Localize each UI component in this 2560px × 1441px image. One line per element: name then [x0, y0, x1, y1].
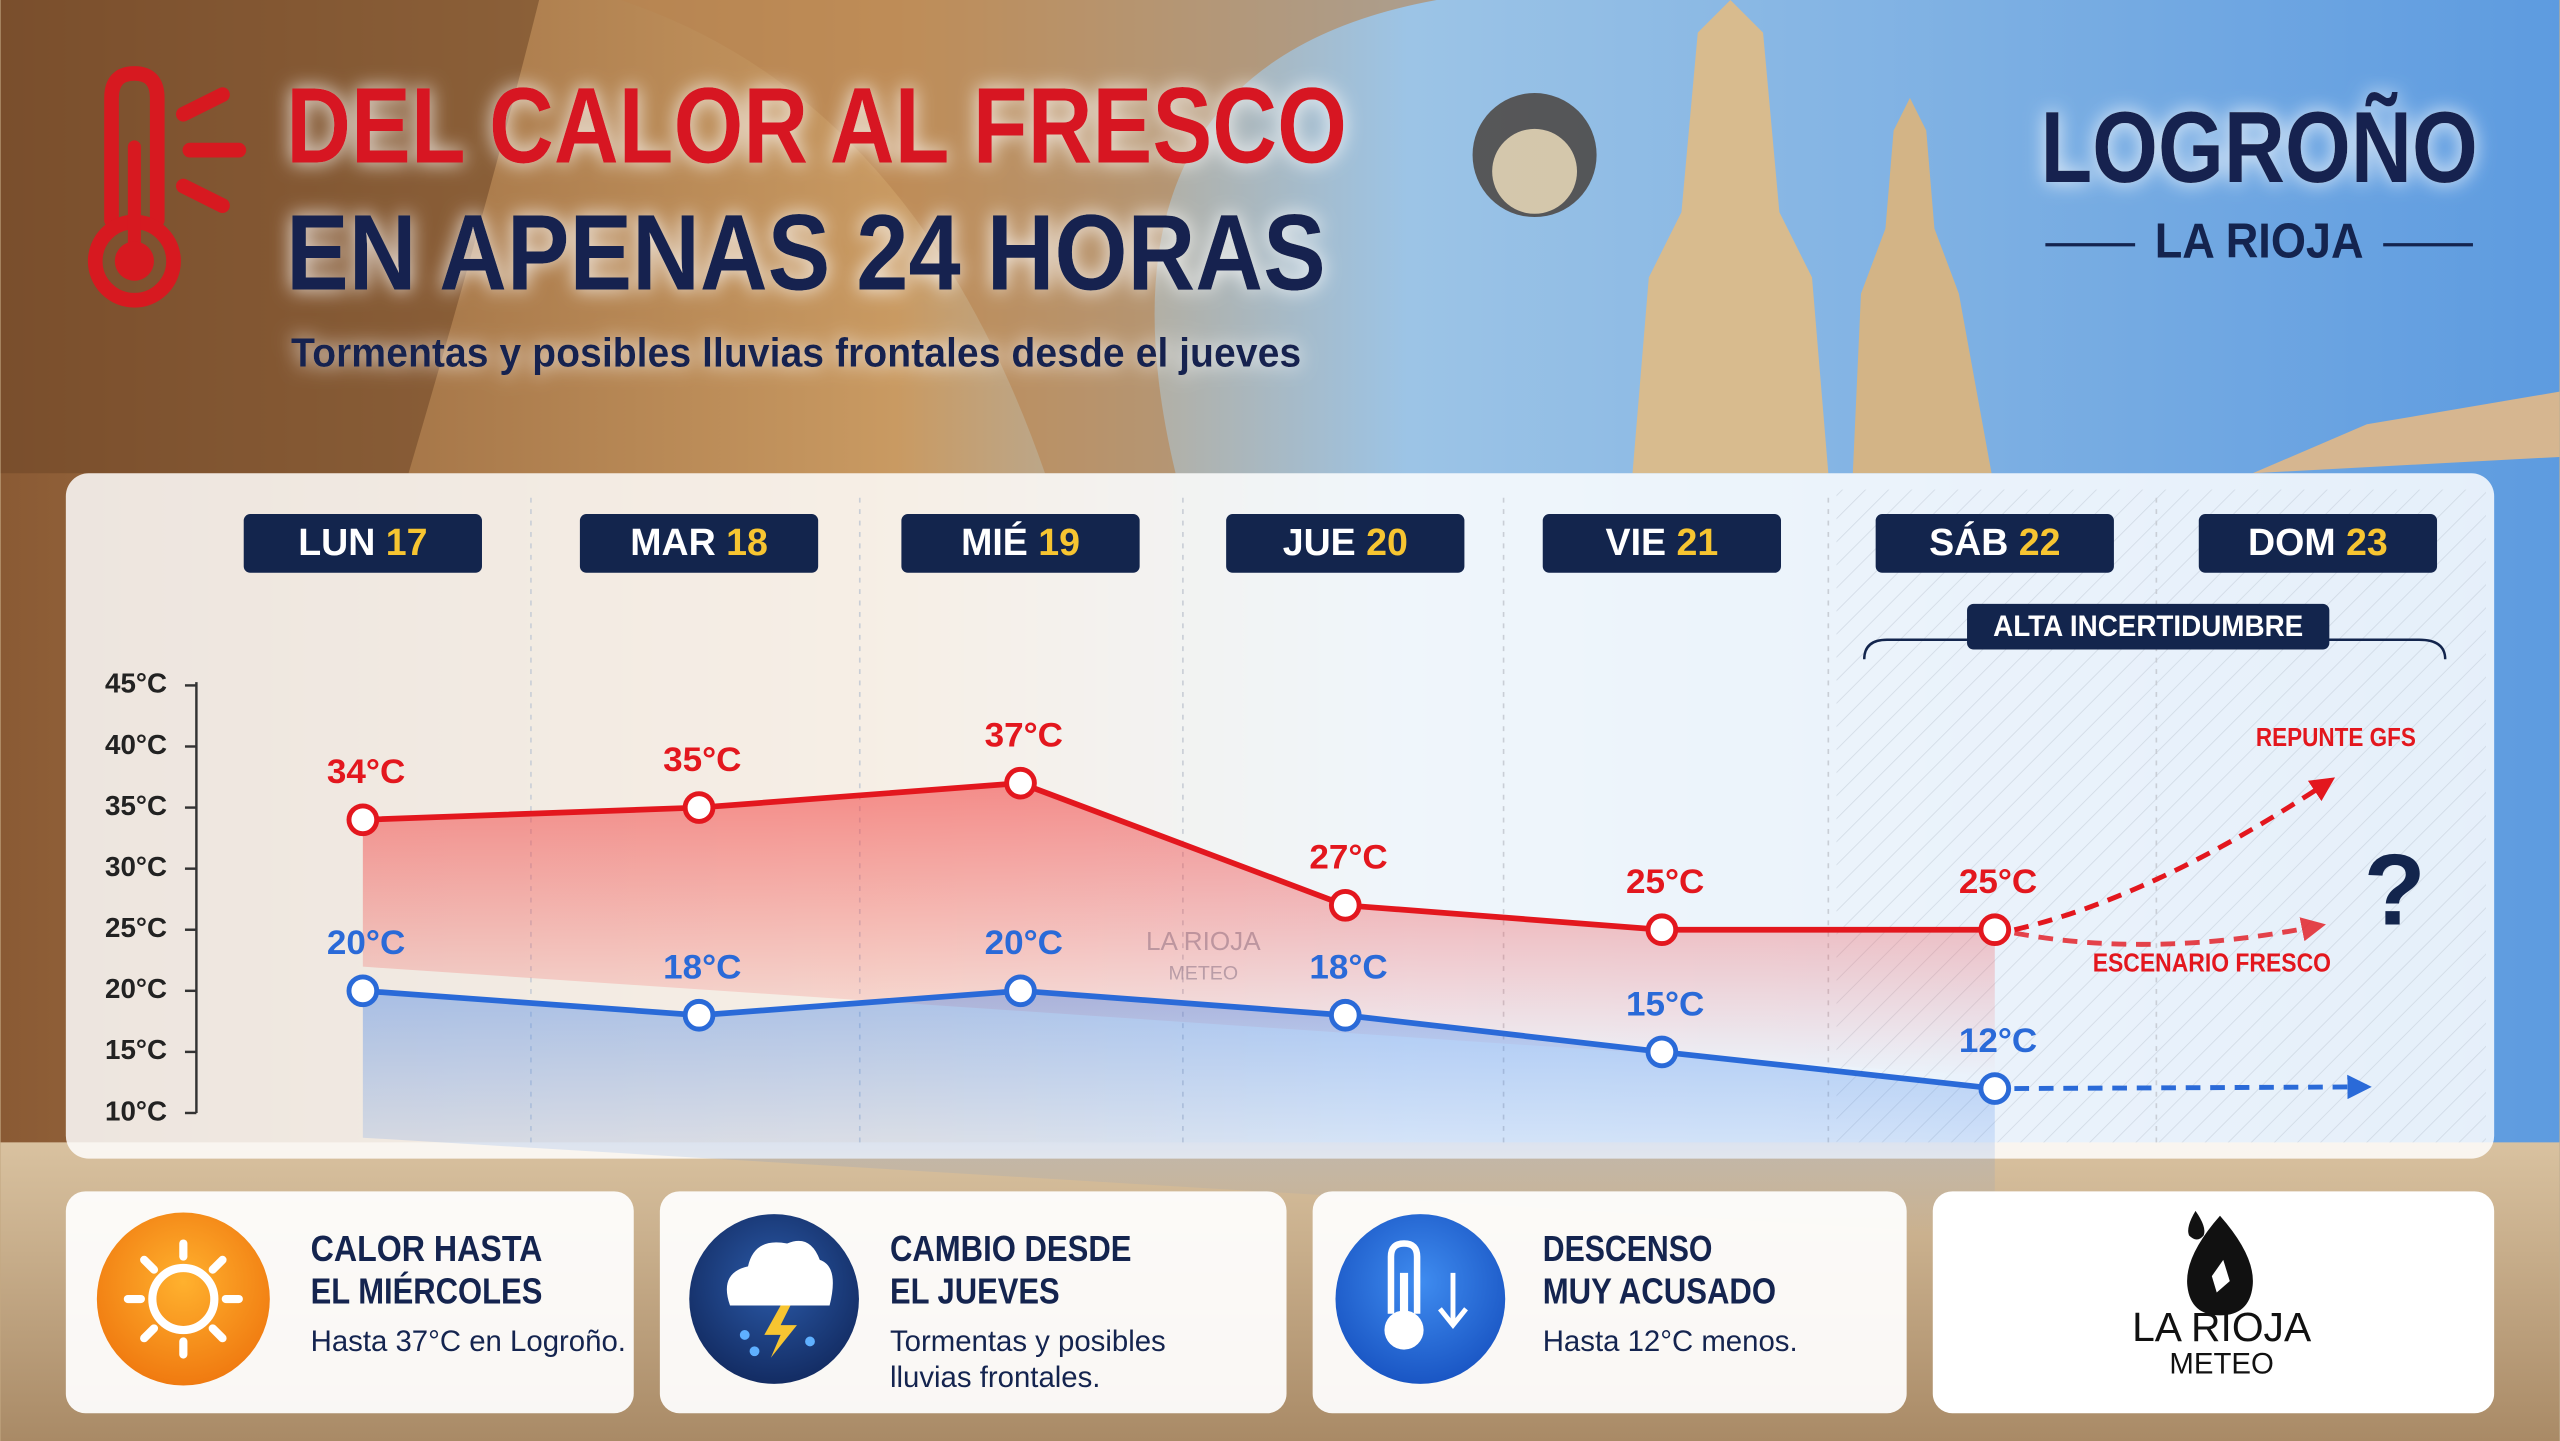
data-label: 18°C — [1309, 949, 1387, 987]
region: LA RIOJA — [2155, 215, 2364, 269]
logo-name: LA RIOJA — [2132, 1304, 2312, 1350]
data-point — [1004, 974, 1037, 1008]
data-point — [346, 803, 380, 837]
day-badge — [243, 514, 482, 573]
plot: 10°C 15°C 20°C 25°C 30°C 35°C 40°C 45°C LUN 17 MA… — [105, 497, 2447, 1236]
data-point — [1004, 766, 1037, 800]
sun-icon — [96, 1212, 270, 1386]
data-label: 18°C — [663, 949, 741, 987]
day-badge — [1226, 514, 1465, 573]
data-point — [346, 974, 380, 1008]
data-label: 34°C — [327, 753, 405, 791]
data-label: 35°C — [663, 741, 741, 779]
thermometer-icon — [87, 66, 247, 308]
data-point — [1645, 1035, 1679, 1069]
card-title: EL JUEVES — [890, 1272, 1060, 1312]
y-tick-label: 30°C — [105, 851, 167, 882]
day-badge — [901, 514, 1140, 573]
projection-down — [2013, 917, 2326, 947]
day-badge — [2198, 514, 2438, 573]
card-title: DESCENSO — [1543, 1229, 1713, 1269]
data-point — [1978, 1072, 2012, 1105]
x-tick-label: MIÉ 19 — [961, 521, 1080, 563]
data-label: 25°C — [1626, 863, 1704, 901]
card-text: Hasta 12°C menos. — [1543, 1325, 1798, 1358]
day-badge — [1875, 514, 2114, 573]
data-label: 12°C — [1959, 1022, 2037, 1060]
y-tick-label: 15°C — [105, 1034, 167, 1065]
card-title: CAMBIO DESDE — [890, 1229, 1132, 1269]
data-point — [1645, 913, 1679, 947]
question-mark: ? — [2364, 833, 2426, 946]
storm-icon — [689, 1214, 859, 1384]
day-badge — [579, 514, 819, 573]
title-line: DEL CALOR AL FRESCO — [286, 65, 1347, 185]
x-tick-label: JUE 20 — [1283, 521, 1408, 563]
series-area — [362, 990, 1995, 1236]
temperature-drop-icon — [1335, 1214, 1506, 1384]
card-title: MUY ACUSADO — [1543, 1272, 1776, 1312]
title-line: EN APENAS 24 HORAS — [286, 193, 1326, 313]
uncertainty-badge — [1967, 603, 2330, 650]
x-tick-label: SÁB 22 — [1929, 521, 2060, 563]
data-label: 37°C — [985, 716, 1063, 754]
data-label: 27°C — [1309, 839, 1387, 877]
header: DEL CALOR AL FRESCO EN APENAS 24 HORAS T… — [87, 65, 2478, 376]
series-line — [362, 780, 1995, 933]
y-tick-label: 45°C — [105, 668, 167, 699]
subtitle: Tormentas y posibles lluvias frontales d… — [291, 330, 1301, 376]
card-text: Hasta 37°C en Logroño. — [311, 1325, 626, 1358]
data-label: 25°C — [1959, 863, 2037, 901]
projection — [2014, 1074, 2372, 1100]
data-label: 20°C — [985, 924, 1063, 962]
scenario-label: REPUNTE GFS — [2256, 722, 2416, 752]
x-tick-label: VIE 21 — [1606, 521, 1719, 563]
y-tick-label: 35°C — [105, 790, 167, 821]
scenario-label: ESCENARIO FRESCO — [2093, 947, 2331, 977]
logo-mark — [2187, 1210, 2253, 1316]
y-tick-label: 10°C — [105, 1095, 167, 1126]
data-point — [682, 791, 716, 824]
card-title: CALOR HASTA — [311, 1229, 543, 1269]
data-point — [1328, 998, 1362, 1032]
uncertainty-label: ALTA INCERTIDUMBRE — [1993, 610, 2303, 643]
data-label: 20°C — [327, 924, 405, 962]
series-line — [362, 987, 1996, 1092]
card-text: Tormentas y posibles lluvias frontales. — [890, 1325, 1174, 1394]
card-title: EL MIÉRCOLES — [311, 1272, 543, 1312]
cards: CALOR HASTA EL MIÉRCOLES CAMBIO DESDE EL… — [65, 1191, 2495, 1414]
x-tick-label: MAR 18 — [630, 521, 768, 563]
logo-sub: METEO — [2169, 1348, 2273, 1381]
data-label: 15°C — [1626, 985, 1704, 1023]
y-tick-label: 25°C — [105, 912, 167, 943]
x-tick-label: LUN 17 — [298, 521, 427, 563]
day-badge — [1542, 514, 1782, 573]
city: LOGROÑO — [2040, 91, 2477, 204]
projection-up — [2013, 777, 2336, 933]
y-tick-label: 20°C — [105, 973, 167, 1004]
y-tick-label: 40°C — [105, 729, 167, 760]
data-point — [1328, 888, 1362, 922]
series-area — [362, 783, 1995, 1077]
data-point — [1978, 913, 2012, 947]
data-point — [682, 998, 716, 1032]
x-tick-label: DOM 23 — [2248, 521, 2388, 563]
